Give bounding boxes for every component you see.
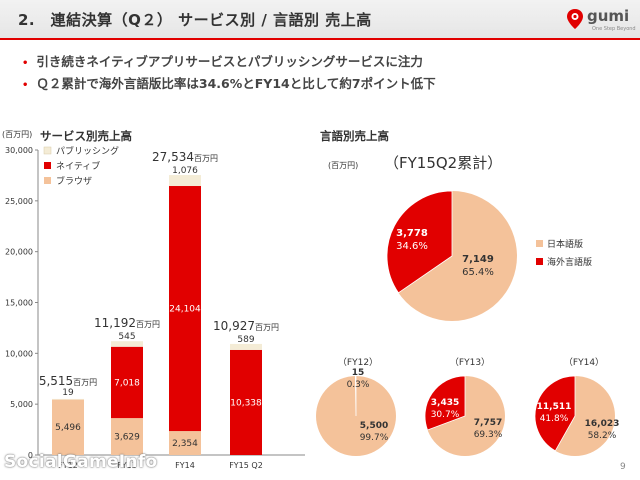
pie-value-label: 5,500 <box>360 421 388 431</box>
y-tick-label: 30,000 <box>5 146 33 155</box>
logo-text: gumi <box>587 7 630 25</box>
header-bar <box>0 0 640 40</box>
pie-value-label: 7,149 <box>462 254 494 265</box>
pie-value-label: 3,435 <box>431 398 459 408</box>
pie-percent-label: 41.8% <box>540 414 569 424</box>
bar-segment <box>111 418 143 455</box>
pie-slice-overseas <box>386 190 453 294</box>
bar-value-label: 10,338 <box>230 398 262 408</box>
pie-percent-label: 34.6% <box>396 241 428 252</box>
legend-swatch <box>536 258 543 265</box>
y-tick-label: 10,000 <box>5 349 33 358</box>
pie-percent-label: 58.2% <box>588 431 617 441</box>
bullet-list: • 引き続きネイティブアプリサービスとパブリッシングサービスに注力 • Ｑ２累計で海… <box>22 52 436 96</box>
pie-percent-label: 0.3% <box>347 380 370 390</box>
pie-percent-label: 30.7% <box>431 410 460 420</box>
bullet-text: 引き続きネイティブアプリサービスとパブリッシングサービスに注力 <box>36 54 423 69</box>
legend-label: 日本語版 <box>547 238 583 250</box>
pie-percent-label: 99.7% <box>360 433 389 443</box>
bar-segment <box>52 398 84 400</box>
bar-segment <box>230 343 262 350</box>
legend-label: パブリッシング <box>56 145 119 157</box>
bar-value-label: 5,496 <box>55 423 81 433</box>
bar-value-label: 7,018 <box>114 378 140 388</box>
gumi-logo-icon <box>567 9 583 29</box>
y-tick-label: 25,000 <box>5 197 33 206</box>
pie-percent-label: 65.4% <box>462 267 494 278</box>
bar-total-label: 5,515百万円 <box>39 374 97 388</box>
service-revenue-bar-chart: 0 5,000 10,000 15,000 20,000 25,000 30,000 5,49… <box>5 145 305 470</box>
bar-segment <box>111 341 143 347</box>
bar-value-label: 589 <box>237 335 254 345</box>
bar-value-label: 2,354 <box>172 439 198 449</box>
page-number: 9 <box>620 462 626 472</box>
bullet-text: Ｑ２累計で海外言語版比率は34.6%とFY14と比して約7ポイント低下 <box>36 76 436 91</box>
x-category-label: FY13 <box>117 461 137 470</box>
pie-slice-overseas <box>534 375 576 452</box>
legend-label: 海外言語版 <box>547 256 592 268</box>
small-pie-title: （FY13） <box>450 357 490 368</box>
pie-value-label: 11,511 <box>537 402 572 412</box>
bar-segment <box>111 346 143 419</box>
bar-total-unit: 百万円 <box>136 320 160 329</box>
bar-value-label: 3,629 <box>114 433 140 443</box>
bullet-item: • 引き続きネイティブアプリサービスとパブリッシングサービスに注力 <box>22 52 436 74</box>
watermark: SocialGameInfo <box>4 452 158 472</box>
bar-segment <box>52 399 84 455</box>
bar-value-label: 545 <box>118 332 135 342</box>
small-pie-title: （FY14） <box>564 357 604 368</box>
bar-chart-title: サービス別売上高 <box>40 129 132 143</box>
bar-unit-label: (百万円) <box>2 130 33 139</box>
pie-unit-label: (百万円) <box>328 161 359 170</box>
legend-swatch <box>536 240 543 247</box>
pie-slice-overseas <box>354 375 357 417</box>
bar-value-label: 19 <box>62 388 74 398</box>
legend-swatch <box>43 146 52 155</box>
x-category-label: FY14 <box>175 461 195 470</box>
pie-section-title: 言語別売上高 <box>320 129 389 143</box>
bar-total-value: 5,515 <box>39 374 73 388</box>
legend-swatch <box>44 162 51 169</box>
pie-slice-overseas <box>424 375 466 431</box>
legend-label: ネイティブ <box>56 160 100 172</box>
y-tick-label: 20,000 <box>5 248 33 257</box>
logo-tagline: One Step Beyond <box>592 26 636 32</box>
y-tick-label: 0 <box>28 451 33 460</box>
x-category-label: FY12 <box>58 461 78 470</box>
bar-total-value: 11,192 <box>94 316 136 330</box>
bar-total-unit: 百万円 <box>73 378 97 387</box>
bar-segment <box>169 431 201 455</box>
legend-label: ブラウザ <box>56 175 92 187</box>
pie-value-label: 16,023 <box>585 419 620 429</box>
pie-value-label: 7,757 <box>474 418 502 428</box>
pie-value-label: 3,778 <box>396 228 428 239</box>
bar-segment <box>230 349 262 455</box>
pie-subtitle: （FY15Q2累計） <box>384 154 503 172</box>
bar-segment <box>169 186 201 432</box>
slide-title: 2. 連結決算（Q２） サービス別 / 言語別 売上高 <box>18 11 372 29</box>
y-tick-label: 5,000 <box>10 400 33 409</box>
bullet-dot-icon: • <box>22 58 29 69</box>
bullet-dot-icon: • <box>22 80 29 91</box>
bar-total-label: 10,927百万円 <box>213 319 279 333</box>
bar-total-label: 11,192百万円 <box>94 316 160 330</box>
bar-segment <box>169 175 201 187</box>
bar-total-unit: 百万円 <box>255 323 279 332</box>
bar-total-unit: 百万円 <box>194 154 218 163</box>
bar-value-label: 24,104 <box>169 305 201 315</box>
bar-total-label: 27,534百万円 <box>152 150 218 164</box>
bullet-item: • Ｑ２累計で海外言語版比率は34.6%とFY14と比して約7ポイント低下 <box>22 74 436 96</box>
legend-swatch <box>44 177 51 184</box>
pie-value-label: 15 <box>352 368 365 378</box>
y-tick-label: 15,000 <box>5 299 33 308</box>
x-category-label: FY15 Q2 <box>229 461 263 470</box>
bar-total-value: 10,927 <box>213 319 255 333</box>
pie-percent-label: 69.3% <box>474 430 503 440</box>
small-pie-title: （FY12） <box>338 357 378 368</box>
bar-value-label: 1,076 <box>172 166 198 176</box>
bar-total-value: 27,534 <box>152 150 194 164</box>
